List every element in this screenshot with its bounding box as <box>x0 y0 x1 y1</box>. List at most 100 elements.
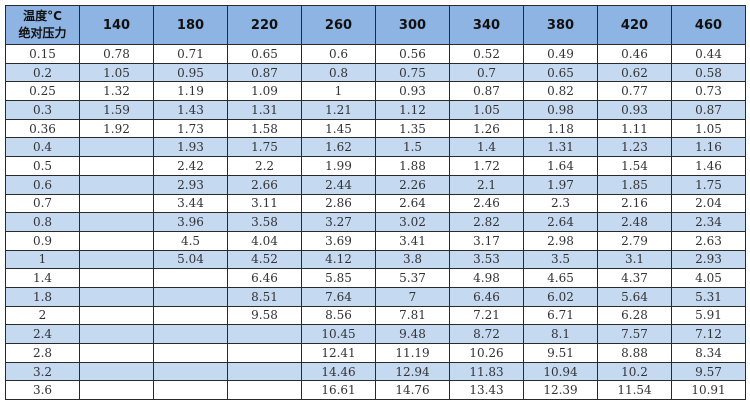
pressure-cell: 3.2 <box>5 361 80 382</box>
value-cell: 10.26 <box>449 343 524 363</box>
table-row: 1.8 8.51 7.64 7 6.46 6.02 5.64 5.31 <box>5 286 746 307</box>
value-cell: 7.81 <box>375 305 450 326</box>
value-cell: 0.77 <box>597 81 672 102</box>
value-cell: 12.41 <box>301 343 376 363</box>
value-cell <box>79 249 154 270</box>
value-cell: 2.16 <box>597 193 672 214</box>
value-cell: 1.85 <box>597 174 672 195</box>
value-cell: 3.5 <box>523 249 598 270</box>
value-cell: 3.02 <box>375 212 450 232</box>
steam-data-table: 温度°C 绝对压力 140 180 220 260 300 340 380 420 460 0.1… <box>5 5 746 401</box>
value-cell: 0.98 <box>523 100 598 120</box>
value-cell <box>153 324 228 344</box>
value-cell: 0.87 <box>227 62 302 83</box>
value-cell: 4.5 <box>153 230 228 251</box>
value-cell: 0.82 <box>523 81 598 102</box>
value-cell <box>79 268 154 288</box>
value-cell <box>153 268 228 288</box>
value-cell: 6.46 <box>227 268 302 288</box>
value-cell: 0.87 <box>449 81 524 102</box>
value-cell: 0.75 <box>375 62 450 83</box>
value-cell: 0.8 <box>301 62 376 83</box>
value-cell <box>227 361 302 382</box>
value-cell: 1.23 <box>597 137 672 158</box>
corner-header: 温度°C 绝对压力 <box>5 5 80 45</box>
value-cell: 0.71 <box>153 44 228 64</box>
value-cell: 3.69 <box>301 230 376 251</box>
value-cell: 0.65 <box>227 44 302 64</box>
value-cell: 1.21 <box>301 100 376 120</box>
value-cell: 2.34 <box>671 212 746 232</box>
value-cell: 1.4 <box>449 137 524 158</box>
value-cell: 6.28 <box>597 305 672 326</box>
pressure-cell: 0.25 <box>5 81 80 102</box>
value-cell: 1.64 <box>523 156 598 176</box>
value-cell: 7.64 <box>301 286 376 307</box>
value-cell <box>153 380 228 401</box>
value-cell: 6.46 <box>449 286 524 307</box>
value-cell: 9.57 <box>671 361 746 382</box>
value-cell: 1.05 <box>79 62 154 83</box>
value-cell: 2.64 <box>523 212 598 232</box>
table-row: 0.6 2.93 2.66 2.44 2.26 2.1 1.97 1.85 1.75 <box>5 174 746 195</box>
temperature-label: 温度°C <box>23 9 62 23</box>
value-cell: 1.45 <box>301 118 376 139</box>
value-cell: 1.12 <box>375 100 450 120</box>
value-cell: 9.58 <box>227 305 302 326</box>
value-cell <box>79 324 154 344</box>
value-cell: 8.88 <box>597 343 672 363</box>
value-cell: 5.04 <box>153 249 228 270</box>
value-cell: 2.63 <box>671 230 746 251</box>
table-row: 2.4 10.45 9.48 8.72 8.1 7.57 7.12 <box>5 324 746 344</box>
value-cell: 9.51 <box>523 343 598 363</box>
value-cell: 5.37 <box>375 268 450 288</box>
value-cell: 1.97 <box>523 174 598 195</box>
value-cell: 4.98 <box>449 268 524 288</box>
value-cell: 8.34 <box>671 343 746 363</box>
column-header: 380 <box>523 5 598 45</box>
value-cell <box>79 156 154 176</box>
value-cell: 16.61 <box>301 380 376 401</box>
value-cell: 7.21 <box>449 305 524 326</box>
value-cell <box>79 174 154 195</box>
table-body: 0.15 0.78 0.71 0.65 0.6 0.56 0.52 0.49 0.46 0.44 0… <box>5 44 746 401</box>
value-cell: 4.37 <box>597 268 672 288</box>
value-cell: 0.73 <box>671 81 746 102</box>
value-cell <box>79 305 154 326</box>
table-row: 1 5.04 4.52 4.12 3.8 3.53 3.5 3.1 2.93 <box>5 249 746 270</box>
value-cell: 11.83 <box>449 361 524 382</box>
value-cell: 2.42 <box>153 156 228 176</box>
value-cell: 3.58 <box>227 212 302 232</box>
value-cell: 2.48 <box>597 212 672 232</box>
value-cell: 1.43 <box>153 100 228 120</box>
value-cell: 3.44 <box>153 193 228 214</box>
value-cell <box>227 324 302 344</box>
value-cell: 4.04 <box>227 230 302 251</box>
table-row: 3.6 16.61 14.76 13.43 12.39 11.54 10.91 <box>5 380 746 401</box>
pressure-cell: 0.8 <box>5 212 80 232</box>
value-cell: 7.57 <box>597 324 672 344</box>
value-cell: 5.64 <box>597 286 672 307</box>
column-header: 180 <box>153 5 228 45</box>
pressure-cell: 1 <box>5 249 80 270</box>
pressure-cell: 0.4 <box>5 137 80 158</box>
value-cell: 0.78 <box>79 44 154 64</box>
value-cell: 1.18 <box>523 118 598 139</box>
value-cell: 1.73 <box>153 118 228 139</box>
value-cell: 2.64 <box>375 193 450 214</box>
value-cell <box>153 286 228 307</box>
value-cell: 2.3 <box>523 193 598 214</box>
value-cell: 10.94 <box>523 361 598 382</box>
value-cell <box>79 230 154 251</box>
value-cell: 4.05 <box>671 268 746 288</box>
table-row: 0.5 2.42 2.2 1.99 1.88 1.72 1.64 1.54 1.46 <box>5 156 746 176</box>
value-cell: 4.12 <box>301 249 376 270</box>
value-cell: 1.75 <box>671 174 746 195</box>
pressure-cell: 0.5 <box>5 156 80 176</box>
value-cell: 1.99 <box>301 156 376 176</box>
value-cell <box>227 343 302 363</box>
value-cell: 12.94 <box>375 361 450 382</box>
value-cell: 8.51 <box>227 286 302 307</box>
value-cell: 12.39 <box>523 380 598 401</box>
value-cell: 2.1 <box>449 174 524 195</box>
